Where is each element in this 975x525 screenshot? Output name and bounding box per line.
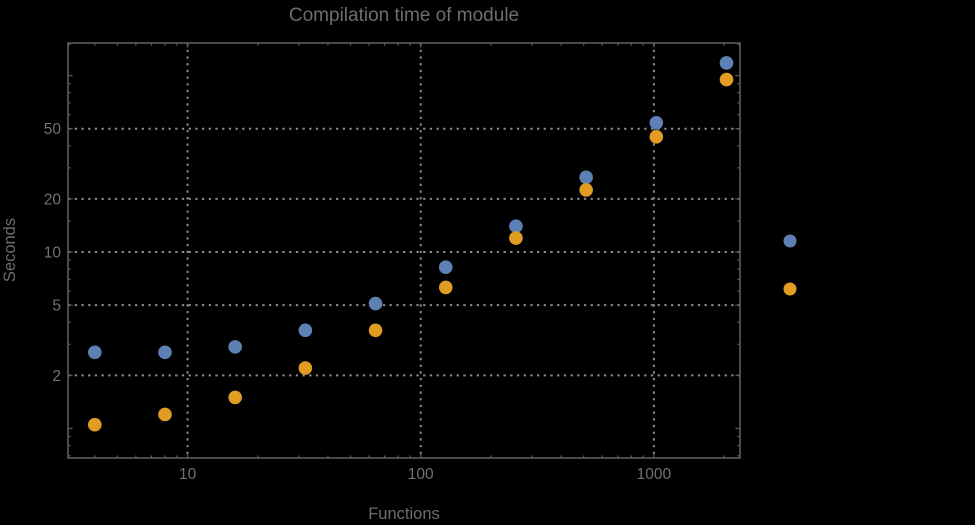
chart-title: Compilation time of module xyxy=(289,5,519,26)
data-point xyxy=(438,260,453,275)
y-axis-label: Seconds xyxy=(1,218,19,282)
tick-labels: 10 100 1000 2 5 10 20 50 xyxy=(44,121,672,483)
y-tick-label: 2 xyxy=(52,368,61,385)
frame-border xyxy=(67,42,741,459)
data-point xyxy=(438,280,453,295)
legend-marker xyxy=(783,234,797,248)
y-tick-label: 50 xyxy=(44,121,62,138)
y-tick-label: 10 xyxy=(44,245,62,262)
y-tick-label: 20 xyxy=(44,191,62,208)
data-points xyxy=(87,56,734,432)
data-point xyxy=(509,219,523,234)
x-axis-label: Functions xyxy=(368,505,440,523)
data-point xyxy=(87,417,102,432)
tick-marks xyxy=(68,43,740,458)
legend-marker xyxy=(783,282,797,296)
data-point xyxy=(228,340,242,354)
data-point xyxy=(719,56,734,70)
x-tick-label: 10 xyxy=(179,466,197,483)
data-point xyxy=(87,345,102,360)
x-tick-label: 100 xyxy=(408,466,434,483)
data-point xyxy=(368,296,383,311)
data-point xyxy=(649,129,664,144)
data-point xyxy=(298,323,313,338)
data-point xyxy=(509,231,523,245)
data-point xyxy=(158,345,172,360)
x-tick-label: 1000 xyxy=(637,466,672,483)
data-point xyxy=(158,407,172,422)
data-point xyxy=(649,115,664,130)
legend-markers xyxy=(783,234,797,296)
y-tick-label: 5 xyxy=(52,298,61,315)
data-point xyxy=(368,323,383,338)
data-point xyxy=(719,72,734,87)
plot-frame xyxy=(67,42,741,459)
data-point xyxy=(579,170,593,185)
gridlines xyxy=(68,43,740,458)
data-point xyxy=(298,361,313,375)
data-point xyxy=(228,390,242,405)
data-point xyxy=(579,183,593,197)
